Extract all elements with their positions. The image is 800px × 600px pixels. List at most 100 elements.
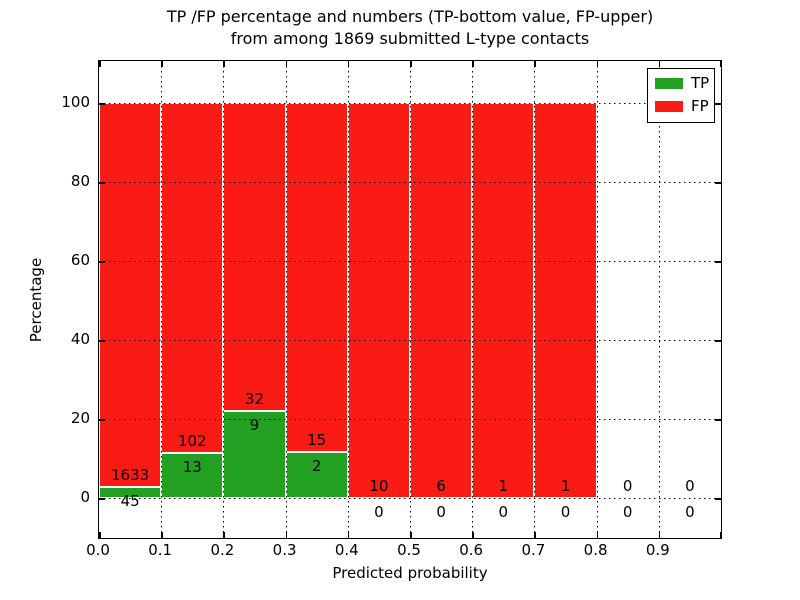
chart-title-line2: from among 1869 submitted L-type contact… (230, 29, 590, 48)
bar-fp-bin2 (223, 103, 286, 412)
gridline-vertical (223, 61, 225, 538)
bar-tp-bin3 (285, 451, 348, 498)
tp-count-label: 0 (622, 503, 633, 521)
x-tick-mark (596, 61, 599, 67)
bar-fp-bin1 (161, 103, 224, 454)
legend-entry-fp: FP (655, 98, 709, 115)
y-tick-label: 80 (70, 172, 90, 190)
x-tick-mark (596, 532, 599, 538)
y-tick-mark (715, 340, 721, 342)
x-tick-mark (347, 61, 350, 67)
gridline-vertical (410, 61, 411, 538)
bar-fp-bin5 (410, 103, 473, 498)
fp-count-label: 15 (307, 430, 327, 449)
y-tick-label: 40 (70, 330, 90, 348)
chart-title-line1: TP /FP percentage and numbers (TP-bottom… (166, 7, 654, 26)
x-tick-mark (534, 532, 536, 538)
gridline-vertical (285, 61, 287, 538)
gridline-horizontal (99, 498, 721, 499)
gridline-horizontal (99, 419, 721, 420)
y-tick-mark (715, 182, 721, 184)
gridline-horizontal (99, 103, 721, 104)
y-tick-mark (715, 498, 721, 500)
x-tick-label: 0.4 (334, 541, 359, 559)
x-tick-label: 0.0 (86, 541, 110, 559)
x-tick-mark (410, 61, 412, 67)
fp-count-label: 6 (436, 477, 446, 495)
bar-fp-bin7 (534, 103, 597, 498)
bar-fp-bin4 (347, 103, 410, 498)
tp-count-label: 2 (311, 456, 322, 475)
x-tick-mark (99, 532, 101, 538)
y-tick-mark (715, 419, 721, 421)
legend: TP FP (647, 68, 715, 123)
x-tick-mark (534, 61, 536, 67)
tp-count-label: 0 (436, 503, 446, 521)
gridline-vertical (161, 61, 163, 538)
fp-count-label: 0 (685, 477, 695, 495)
gridline-horizontal (99, 340, 721, 341)
x-tick-mark (223, 532, 225, 538)
legend-label-tp: TP (691, 74, 710, 92)
x-tick-label: 0.5 (397, 541, 421, 559)
y-tick-mark (99, 419, 105, 421)
tp-count-label: 0 (560, 503, 571, 521)
tp-count-label: 0 (374, 503, 384, 521)
plot-area: 1633 45 102 13 32 9 15 2 10 0 6 0 1 0 1 0 0 0 0 0 (98, 60, 722, 539)
y-tick-mark (99, 498, 105, 500)
fp-count-label: 1633 (111, 466, 150, 485)
tp-count-label: 0 (498, 503, 509, 521)
gridline-horizontal (99, 182, 721, 183)
tp-count-label: 0 (685, 503, 695, 521)
legend-entry-tp: TP (655, 74, 710, 92)
x-tick-label: 0.2 (210, 541, 235, 559)
fp-count-label: 102 (177, 432, 207, 451)
bar-tp-bin2 (223, 411, 286, 498)
fp-count-label: 0 (622, 477, 633, 495)
x-tick-mark (99, 61, 101, 67)
x-tick-mark (658, 61, 661, 67)
bar-fp-bin3 (285, 103, 348, 452)
y-tick-mark (715, 261, 721, 263)
x-tick-label: 0.9 (645, 541, 670, 559)
gridline-vertical (658, 61, 660, 538)
y-tick-label: 60 (70, 251, 90, 269)
y-tick-mark (99, 182, 105, 184)
x-tick-mark (719, 532, 721, 538)
fp-count-label: 10 (369, 477, 389, 495)
x-tick-mark (658, 532, 661, 538)
tp-count-label: 45 (120, 492, 140, 511)
bar-tp-bin0 (99, 487, 162, 498)
fp-count-label: 1 (498, 477, 509, 495)
y-tick-mark (715, 103, 721, 105)
tp-count-label: 9 (249, 416, 260, 435)
x-tick-mark (223, 61, 225, 67)
x-tick-label: 0.3 (272, 541, 297, 559)
bar-fp-bin6 (472, 103, 535, 498)
y-tick-mark (99, 261, 105, 263)
y-tick-label: 0 (80, 488, 90, 506)
x-tick-mark (410, 532, 412, 538)
y-tick-mark (99, 340, 105, 342)
x-tick-mark (161, 532, 163, 538)
x-tick-mark (472, 61, 474, 67)
x-tick-label: 0.8 (583, 541, 608, 559)
x-tick-mark (161, 61, 163, 67)
fp-count-label: 1 (560, 477, 571, 495)
gridline-vertical (534, 61, 536, 538)
gridline-vertical (347, 61, 349, 538)
x-axis-label: Predicted probability (332, 564, 488, 582)
x-tick-label: 0.1 (148, 541, 173, 559)
tp-count-label: 13 (182, 458, 202, 477)
x-tick-label: 0.6 (459, 541, 484, 559)
legend-swatch-fp (655, 101, 683, 112)
y-tick-mark (99, 103, 105, 105)
bar-fp-bin0 (99, 103, 162, 488)
legend-swatch-tp (655, 78, 683, 89)
y-axis-label: Percentage (27, 257, 45, 343)
y-tick-label: 20 (70, 409, 90, 427)
x-tick-mark (285, 61, 288, 67)
x-tick-label: 0.7 (521, 541, 546, 559)
x-tick-mark (472, 532, 474, 538)
